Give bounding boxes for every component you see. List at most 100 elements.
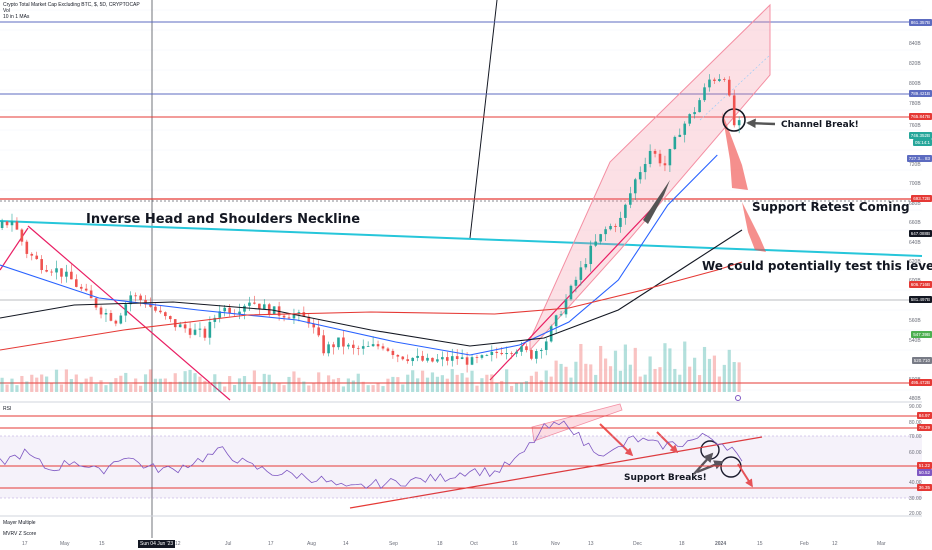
volume-bar — [74, 374, 78, 392]
volume-bar — [717, 376, 721, 392]
volume-bar — [381, 386, 385, 392]
candle-body — [361, 346, 365, 349]
volume-bar — [613, 350, 618, 392]
time-tick: 16 — [512, 541, 518, 547]
moving-averages — [0, 154, 743, 356]
mayer-label: Mayer Multiple — [3, 520, 36, 526]
volume-bar — [737, 362, 741, 392]
candle-body — [658, 153, 662, 164]
time-tick: Oct — [470, 541, 478, 547]
price-tick: 700B — [909, 181, 921, 187]
volume-bar — [688, 366, 692, 392]
volume-bar — [272, 382, 276, 392]
rsi-tick: 20.00 — [909, 511, 922, 517]
rsi-arrow — [656, 431, 679, 454]
chart-title[interactable]: Crypto Total Market Cap Excluding BTC, $… — [3, 2, 140, 8]
candle-body — [302, 312, 306, 317]
volume-bar — [603, 358, 608, 392]
rsi-tick: 70.00 — [909, 434, 922, 440]
volume-bar — [109, 382, 113, 392]
candle-body — [599, 234, 602, 242]
volume-bar — [356, 373, 360, 392]
candle-body — [436, 359, 439, 362]
support-retest-annotation: Support Retest Coming — [752, 200, 910, 214]
candle-body — [574, 279, 578, 286]
volume-bar — [554, 360, 558, 392]
candle-body — [381, 346, 385, 349]
volume-bar — [510, 385, 514, 392]
time-tick: 15 — [757, 541, 763, 547]
volume-bar — [267, 374, 271, 392]
volume-bar — [534, 371, 538, 392]
candle-body — [119, 315, 123, 324]
channel-break-annotation: Channel Break! — [781, 120, 859, 130]
neckline — [0, 220, 923, 257]
volume-bar — [129, 384, 133, 392]
candle-body — [455, 356, 459, 360]
candle-body — [535, 351, 538, 359]
rsi-arrow — [737, 463, 753, 488]
volume-bar — [49, 383, 54, 392]
rsi-tag: 51.22 — [916, 462, 932, 469]
volume-bar — [287, 376, 291, 392]
channel-break-pointer — [746, 118, 776, 129]
pink-trend-rise — [489, 199, 661, 381]
volume-bar — [584, 363, 588, 392]
volume-bar — [341, 386, 346, 392]
volume-bar — [425, 377, 430, 392]
volume-bar — [64, 369, 69, 392]
volume-bar — [678, 374, 682, 392]
candle-body — [510, 352, 513, 354]
candle-body — [525, 346, 528, 351]
volume-bar — [693, 357, 697, 392]
candle-body — [327, 344, 330, 354]
volume-bar — [411, 370, 415, 392]
volume-bar — [643, 374, 647, 392]
candle-body — [15, 221, 19, 230]
price-tick: 720B — [909, 162, 921, 168]
volume-bar — [173, 373, 177, 392]
volume-bar — [683, 341, 687, 392]
candle-body — [431, 357, 434, 362]
volume-bar — [564, 366, 568, 392]
volume-bar — [722, 364, 726, 392]
candle-body — [421, 355, 424, 361]
volume-bar — [45, 376, 49, 392]
candle-body — [332, 344, 335, 348]
candle-body — [228, 307, 231, 314]
volume-bar — [30, 374, 34, 392]
candle-body — [129, 295, 133, 305]
candle-body — [490, 351, 494, 356]
price-tick: 560B — [909, 318, 921, 324]
volume-bar — [712, 355, 717, 392]
candle-body — [683, 123, 687, 135]
volume-bar — [297, 377, 301, 392]
volume-bar — [326, 375, 331, 392]
candle-body — [549, 326, 553, 342]
price-tag: 547.39B — [911, 331, 932, 338]
candle-body — [282, 315, 286, 318]
price-tag: 05:14:1 — [912, 139, 932, 146]
volume-bar — [668, 348, 672, 392]
volume-bar — [732, 362, 736, 392]
volume-bar — [114, 378, 118, 392]
volume-bar — [292, 371, 296, 392]
candle-body — [559, 314, 563, 316]
price-tag: 727.3... 83 — [906, 155, 932, 162]
volume-bar — [79, 383, 83, 392]
candle-body — [554, 315, 558, 327]
candle-body — [693, 112, 696, 115]
candle-body — [396, 354, 400, 357]
rsi-channel — [531, 403, 623, 442]
candle-body — [406, 359, 410, 362]
rsi-tag: 36.35 — [916, 484, 932, 491]
ma-line-3 — [0, 261, 743, 351]
candle-body — [35, 255, 39, 260]
candle-body — [307, 316, 311, 324]
candle-body — [168, 316, 172, 320]
time-tick: Jul — [225, 541, 232, 547]
ma-line-2 — [0, 229, 743, 347]
marker-dot — [735, 395, 741, 401]
volume-bar — [391, 376, 395, 392]
